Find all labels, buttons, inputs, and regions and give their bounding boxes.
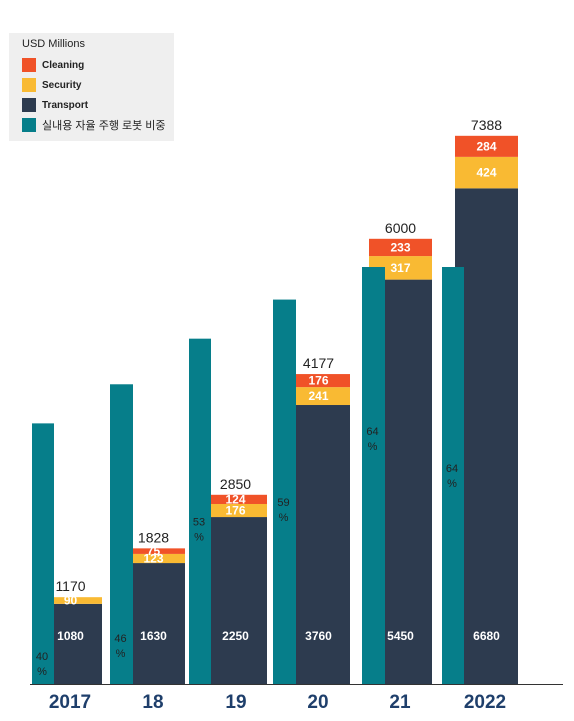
value-label-cleaning-2022: 284 bbox=[476, 139, 496, 153]
category-label-2017: 2017 bbox=[49, 692, 91, 713]
bar-security-2017 bbox=[39, 597, 102, 604]
ratio-bar-20 bbox=[273, 299, 296, 684]
legend-label-cleaning: Cleaning bbox=[42, 59, 85, 71]
value-label-security-18: 123 bbox=[143, 551, 163, 565]
value-label-security-20: 241 bbox=[308, 389, 328, 403]
total-label-21: 6000 bbox=[385, 220, 416, 236]
category-label-20: 20 bbox=[307, 692, 328, 713]
bar-transport-19 bbox=[204, 517, 267, 684]
bar-security-19 bbox=[204, 503, 267, 518]
legend-item-transport: Transport bbox=[22, 95, 174, 115]
legend-swatch-transport bbox=[22, 98, 36, 112]
value-label-transport-2022: 6680 bbox=[473, 629, 500, 643]
bar-cleaning-20 bbox=[287, 374, 350, 388]
legend-swatch-security bbox=[22, 78, 36, 92]
value-label-transport-20: 3760 bbox=[305, 629, 332, 643]
bar-security-20 bbox=[287, 387, 350, 406]
legend-label-ratio: 실내용 자율 주행 로봇 비중 bbox=[42, 120, 166, 132]
ratio-percent-19: % bbox=[194, 531, 204, 543]
bar-security-2022 bbox=[455, 156, 518, 189]
bar-transport-20 bbox=[287, 405, 350, 684]
value-label-cleaning-21: 233 bbox=[390, 240, 410, 254]
value-label-security-2017: 90 bbox=[64, 594, 78, 608]
legend-item-ratio: 실내용 자율 주행 로봇 비중 bbox=[22, 115, 174, 135]
bar-cleaning-2022 bbox=[455, 135, 518, 157]
ratio-label-19: 53 bbox=[193, 516, 205, 528]
ratio-bar-21 bbox=[362, 267, 385, 684]
ratio-percent-21: % bbox=[368, 441, 378, 453]
ratio-bar-18 bbox=[110, 384, 133, 684]
ratio-percent-20: % bbox=[279, 512, 289, 524]
value-label-transport-19: 2250 bbox=[222, 629, 249, 643]
total-label-18: 1828 bbox=[138, 529, 169, 545]
legend-label-transport: Transport bbox=[42, 99, 89, 111]
ratio-bar-19 bbox=[189, 338, 211, 684]
ratio-percent-18: % bbox=[116, 648, 126, 660]
value-label-security-19: 176 bbox=[225, 504, 245, 518]
legend-item-cleaning: Cleaning bbox=[22, 55, 174, 75]
category-label-18: 18 bbox=[142, 692, 163, 713]
bar-cleaning-18 bbox=[122, 548, 185, 554]
ratio-label-2022: 64 bbox=[446, 463, 458, 475]
ratio-bar-2017 bbox=[32, 423, 54, 684]
bar-security-18 bbox=[122, 553, 185, 564]
ratio-bar-2022 bbox=[442, 267, 464, 684]
ratio-label-20: 59 bbox=[277, 497, 289, 509]
value-label-transport-21: 5450 bbox=[387, 629, 414, 643]
legend: USD Millions Cleaning Security Transport… bbox=[9, 33, 174, 141]
legend-label-security: Security bbox=[42, 79, 82, 91]
value-label-security-21: 317 bbox=[390, 261, 410, 275]
ratio-percent-2022: % bbox=[447, 478, 457, 490]
value-label-transport-2017: 1080 bbox=[57, 629, 84, 643]
category-label-19: 19 bbox=[225, 692, 246, 713]
legend-swatch-cleaning bbox=[22, 58, 36, 72]
ratio-label-2017: 40 bbox=[36, 651, 48, 663]
category-label-21: 21 bbox=[389, 692, 411, 713]
legend-item-security: Security bbox=[22, 75, 174, 95]
ratio-label-18: 46 bbox=[114, 633, 126, 645]
ratio-percent-2017: % bbox=[37, 666, 47, 678]
value-label-transport-18: 1630 bbox=[140, 629, 167, 643]
bar-cleaning-19 bbox=[204, 494, 267, 504]
value-label-cleaning-18: 75 bbox=[147, 544, 161, 558]
bar-cleaning-21 bbox=[369, 238, 432, 257]
total-label-20: 4177 bbox=[303, 355, 334, 371]
value-label-cleaning-19: 124 bbox=[225, 492, 245, 506]
total-label-2022: 7388 bbox=[471, 117, 502, 133]
value-label-cleaning-20: 176 bbox=[308, 374, 328, 388]
total-label-2017: 1170 bbox=[55, 578, 85, 594]
legend-title: USD Millions bbox=[22, 38, 85, 50]
bar-transport-2022 bbox=[455, 188, 518, 684]
total-label-19: 2850 bbox=[220, 476, 251, 492]
category-label-2022: 2022 bbox=[464, 692, 506, 713]
legend-swatch-ratio bbox=[22, 118, 36, 132]
value-label-security-2022: 424 bbox=[476, 166, 496, 180]
ratio-label-21: 64 bbox=[366, 426, 378, 438]
